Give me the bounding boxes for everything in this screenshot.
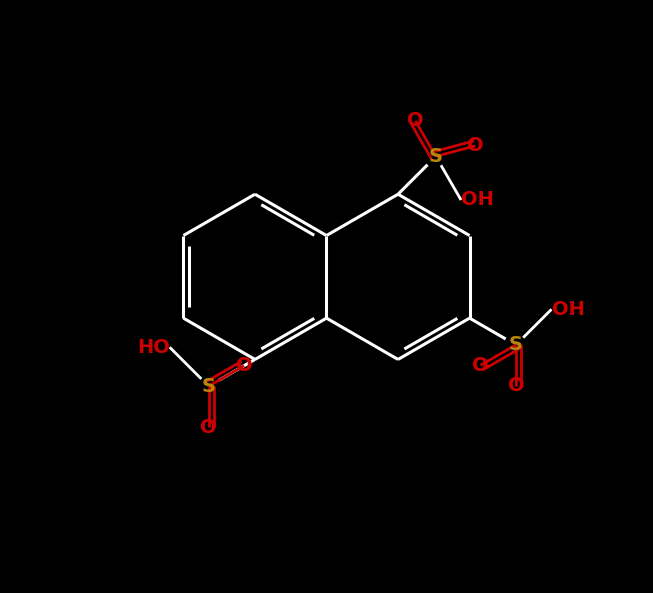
Text: S: S	[429, 147, 443, 166]
Text: O: O	[472, 356, 489, 375]
Text: S: S	[509, 336, 523, 355]
Text: O: O	[507, 377, 524, 396]
Text: O: O	[200, 417, 217, 436]
Text: O: O	[407, 111, 424, 130]
Text: S: S	[202, 377, 215, 396]
Text: O: O	[236, 356, 252, 375]
Text: HO: HO	[137, 338, 170, 357]
Text: O: O	[467, 136, 484, 155]
Text: OH: OH	[461, 190, 494, 209]
Text: OH: OH	[552, 300, 584, 319]
